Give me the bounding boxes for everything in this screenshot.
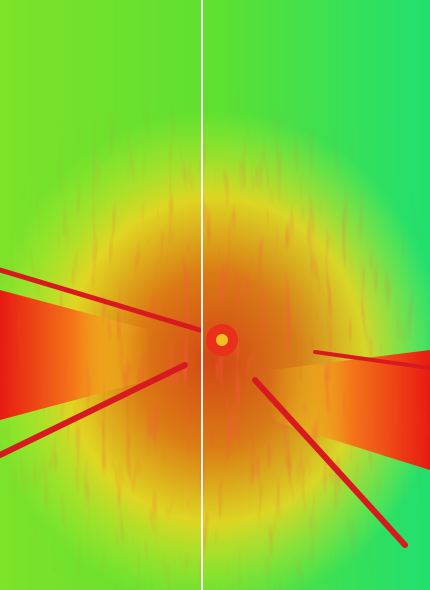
streaks bbox=[0, 267, 430, 548]
center-dot bbox=[216, 334, 228, 346]
